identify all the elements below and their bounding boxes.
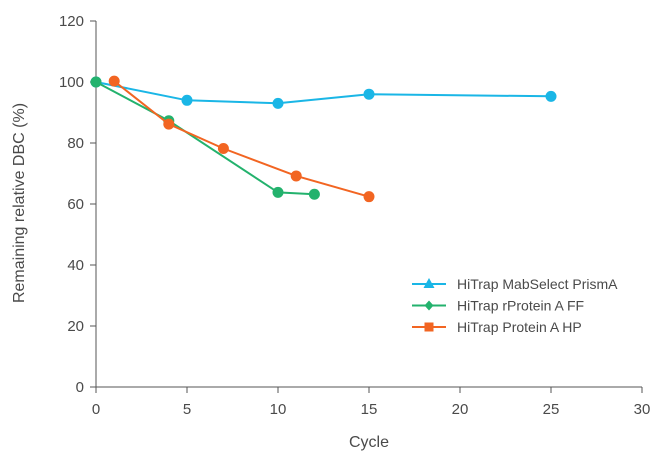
- data-point: [290, 170, 302, 182]
- y-axis-title: Remaining relative DBC (%): [11, 103, 28, 303]
- legend-label: HiTrap Protein A HP: [457, 319, 582, 335]
- legend-marker-square: [424, 322, 434, 332]
- x-axis-title: Cycle: [349, 434, 389, 451]
- legend-marker-triangle: [423, 278, 435, 288]
- x-tick-label: 10: [270, 401, 287, 418]
- data-point: [163, 118, 175, 130]
- y-tick-label: 120: [59, 13, 84, 30]
- y-tick-label: 20: [67, 318, 84, 335]
- series-group: [90, 76, 557, 109]
- data-point: [363, 191, 375, 203]
- series-line: [95, 81, 552, 105]
- legend-label: HiTrap rProtein A FF: [457, 298, 584, 314]
- data-point: [217, 142, 229, 154]
- legend-marker-diamond: [424, 300, 434, 311]
- data-point: [108, 75, 120, 87]
- series-group: [108, 75, 375, 203]
- data-point: [181, 94, 193, 106]
- data-point: [308, 188, 320, 200]
- legend-item: HiTrap MabSelect PrismA: [412, 276, 618, 292]
- x-tick-label: 25: [543, 401, 560, 418]
- data-point: [363, 88, 375, 100]
- series-layer: [90, 75, 557, 203]
- legend-label: HiTrap MabSelect PrismA: [457, 276, 618, 292]
- x-tick-label: 0: [92, 401, 100, 418]
- y-tick-label: 0: [76, 379, 84, 396]
- x-tick-label: 15: [361, 401, 378, 418]
- y-tick-label: 100: [59, 74, 84, 91]
- legend-item: HiTrap Protein A HP: [412, 319, 582, 335]
- legend: HiTrap MabSelect PrismA HiTrap rProtein A…: [412, 276, 618, 335]
- data-point: [272, 97, 284, 109]
- series-group: [90, 76, 320, 200]
- data-point: [90, 76, 102, 88]
- data-point: [272, 186, 284, 198]
- y-tick-label: 60: [67, 196, 84, 213]
- series-line: [95, 81, 315, 196]
- data-point: [545, 90, 557, 102]
- legend-item: HiTrap rProtein A FF: [412, 298, 584, 314]
- y-tick-label: 80: [67, 135, 84, 152]
- x-tick-label: 5: [183, 401, 191, 418]
- y-tick-label: 40: [67, 257, 84, 274]
- x-tick-label: 20: [452, 401, 469, 418]
- axes: 0 20 40 60 80 100 120 0 5 10 15 20 25 30: [59, 13, 650, 418]
- x-tick-label: 30: [634, 401, 651, 418]
